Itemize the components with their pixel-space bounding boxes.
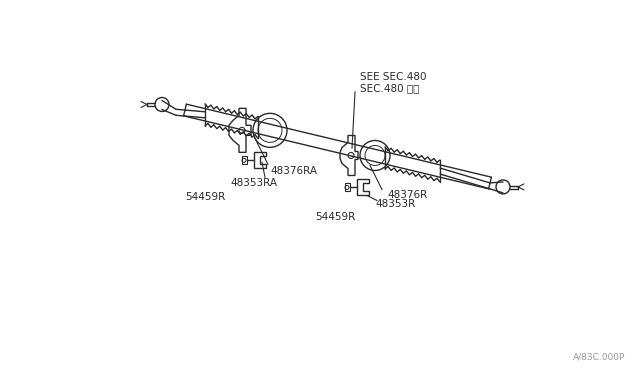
Text: 48376R: 48376R [387, 190, 428, 201]
Text: 54459R: 54459R [185, 192, 225, 202]
Text: 48353R: 48353R [375, 199, 415, 209]
Text: A/83C.000P: A/83C.000P [573, 353, 625, 362]
Text: SEE SEC.480: SEE SEC.480 [360, 72, 426, 82]
Text: 48353RA: 48353RA [230, 178, 277, 188]
Text: 54459R: 54459R [315, 212, 355, 222]
Text: SEC.480 参図: SEC.480 参図 [360, 83, 419, 93]
Text: 48376RA: 48376RA [270, 166, 317, 176]
